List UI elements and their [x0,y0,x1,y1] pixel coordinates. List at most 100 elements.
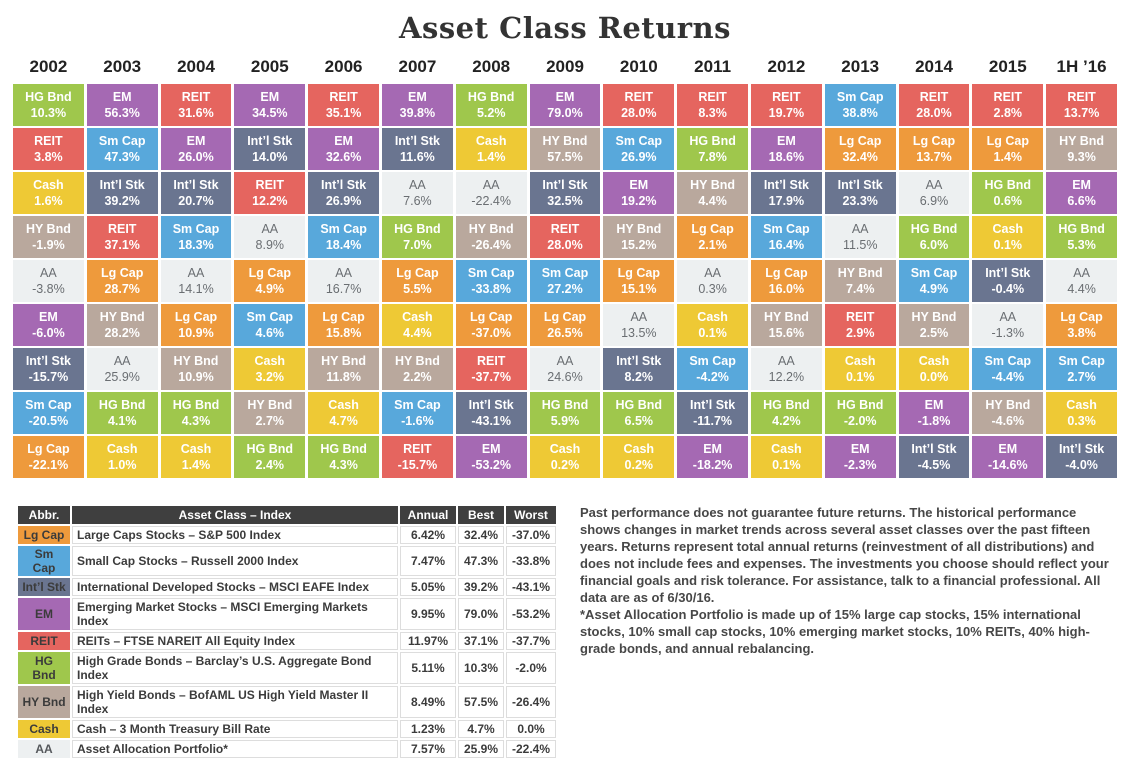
return-value: 2.5% [919,326,949,340]
return-cell: HG Bnd 5.3% [1046,216,1117,258]
legend-asset-name: REITs – FTSE NAREIT All Equity Index [72,632,398,650]
year-header: 2005 [250,57,289,76]
asset-abbr: HG Bnd [320,442,367,456]
return-value: 0.3% [698,282,727,296]
return-cell: HG Bnd 2.4% [234,436,306,478]
asset-abbr: Lg Cap [543,310,587,324]
legend-worst-value: 0.0% [506,720,556,738]
asset-abbr: HG Bnd [984,178,1032,192]
asset-abbr: AA [113,354,131,368]
legend-header-annual: Annual [400,506,456,524]
asset-abbr: AA [778,354,795,368]
asset-abbr: Sm Cap [394,398,441,412]
return-cell: EM -18.2% [677,436,748,478]
return-cell: HG Bnd 0.6% [972,172,1044,214]
asset-abbr: Sm Cap [541,266,589,280]
return-value: 57.5% [547,150,583,164]
return-cell: Lg Cap 16.0% [751,260,822,302]
asset-abbr: Sm Cap [98,134,146,148]
asset-abbr: HY Bnd [690,178,736,192]
return-value: -2.0% [843,414,877,428]
return-cell: AA -3.8% [13,260,84,302]
return-cell: Cash 0.1% [824,348,896,390]
asset-abbr: Sm Cap [615,134,663,148]
return-cell: Int’l Stk -43.1% [455,392,527,434]
return-value: 26.0% [178,150,214,164]
asset-abbr: HY Bnd [763,310,809,324]
asset-abbr: Lg Cap [322,310,365,324]
return-value: 8.2% [624,370,654,384]
legend-asset-name: Asset Allocation Portfolio* [72,740,398,758]
legend-row: Cash Cash – 3 Month Treasury Bill Rate 1.2… [18,720,556,738]
return-cell: HY Bnd 28.2% [86,304,158,346]
asset-abbr: Int’l Stk [542,178,588,192]
year-header: 2014 [915,57,953,76]
asset-abbr: HG Bnd [172,398,220,412]
return-value: -1.8% [917,414,951,428]
legend-abbr: REIT [18,632,70,650]
return-value: 32.5% [547,194,583,208]
return-cell: Cash 1.4% [160,436,232,478]
year-header: 2007 [398,57,437,76]
asset-abbr: REIT [34,134,63,148]
asset-abbr: Int’l Stk [99,178,145,192]
legend-abbr: Sm Cap [18,546,70,576]
return-value: 38.8% [842,106,878,120]
bottom-section: Abbr. Asset Class – Index Annual Best Wo… [16,504,1114,760]
legend-asset-name: High Grade Bonds – Barclay’s U.S. Aggreg… [72,652,398,684]
return-cell: HG Bnd 4.3% [160,392,232,434]
asset-abbr: Lg Cap [470,310,513,324]
return-value: -4.2% [696,370,729,384]
legend-worst-value: -33.8% [506,546,556,576]
return-cell: Int’l Stk 32.5% [529,172,601,214]
return-value: 16.4% [768,238,805,252]
asset-abbr: Sm Cap [984,354,1032,368]
return-cell: EM 26.0% [160,128,232,170]
asset-abbr: AA [925,178,943,192]
asset-abbr: REIT [329,90,358,104]
return-cell: HG Bnd 5.2% [455,84,527,126]
asset-abbr: HY Bnd [542,134,588,148]
asset-abbr: Int’l Stk [25,354,71,368]
return-cell: Sm Cap 26.9% [603,128,675,170]
return-cell: HG Bnd 6.5% [603,392,675,434]
legend-row: REIT REITs – FTSE NAREIT All Equity Index… [18,632,556,650]
return-cell: AA 6.9% [898,172,970,214]
return-cell: REIT 2.9% [824,304,896,346]
asset-abbr: REIT [550,222,580,236]
legend-best-value: 79.0% [458,598,504,630]
return-value: 1.4% [476,150,506,164]
asset-abbr: AA [630,310,648,324]
return-value: 19.2% [621,194,657,208]
asset-abbr: EM [998,442,1018,456]
asset-abbr: HG Bnd [394,222,441,236]
legend-best-value: 10.3% [458,652,504,684]
asset-abbr: Lg Cap [912,134,956,148]
return-value: 6.6% [1067,194,1096,208]
return-value: 6.5% [624,414,654,428]
year-header: 2006 [324,57,363,76]
return-cell: HG Bnd 7.0% [382,216,453,258]
return-cell: Sm Cap 18.3% [160,216,232,258]
legend-asset-name: Large Caps Stocks – S&P 500 Index [72,526,398,544]
legend-header-worst: Worst [506,506,556,524]
return-cell: REIT 3.8% [13,128,84,170]
page-title: Asset Class Returns [399,11,731,45]
legend-best-value: 4.7% [458,720,504,738]
return-cell: Sm Cap 2.7% [1046,348,1117,390]
return-cell: Cash 1.0% [86,436,158,478]
legend-table: Abbr. Asset Class – Index Annual Best Wo… [16,504,558,760]
year-header: 1H ’16 [1056,57,1107,76]
asset-abbr: HG Bnd [98,398,146,412]
legend-header-best: Best [458,506,504,524]
legend-annual-value: 7.57% [400,740,456,758]
legend-abbr: EM [18,598,70,630]
return-value: -6.0% [32,326,65,340]
return-value: 5.2% [476,106,506,120]
return-value: 19.7% [768,106,805,120]
asset-abbr: EM [629,178,649,192]
return-value: -26.4% [471,238,511,252]
asset-abbr: Lg Cap [617,266,660,280]
return-value: -3.8% [32,282,65,296]
return-cell: REIT 35.1% [308,84,379,126]
